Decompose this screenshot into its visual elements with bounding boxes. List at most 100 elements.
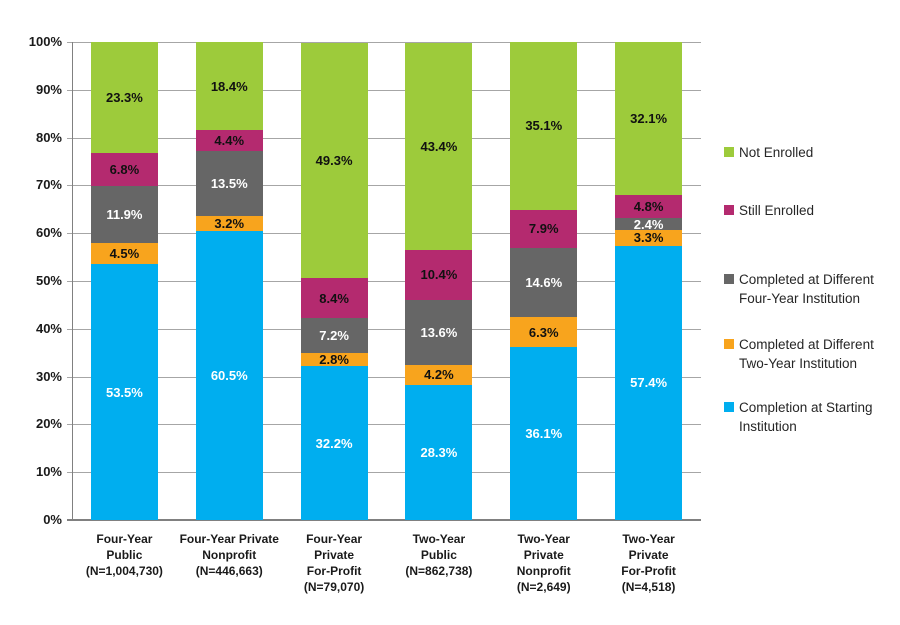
- y-tick-label: 80%: [35, 129, 62, 145]
- gridline-70: [67, 185, 701, 187]
- category-label-line: For-Profit: [306, 564, 362, 578]
- segment-value-label: 57.4%: [630, 375, 668, 391]
- legend-label-line: Not Enrolled: [739, 145, 814, 160]
- category-label: Two-Year Public (N=862,738): [377, 531, 501, 579]
- y-tick-label: 10%: [35, 464, 62, 480]
- category-label-line: Four-Year: [96, 532, 153, 546]
- category-label-line: Private: [523, 548, 564, 562]
- legend-label: Completed at Different Four-Year Institut…: [739, 270, 874, 308]
- segment: 4.4%: [195, 129, 263, 152]
- gridline-80: [67, 137, 701, 139]
- segment: 49.3%: [300, 42, 368, 279]
- y-tick-label: 30%: [35, 368, 62, 384]
- legend-label-line: Four-Year Institution: [739, 291, 861, 306]
- category-label-line: (N=862,738): [405, 564, 473, 578]
- y-tick-label: 90%: [35, 81, 62, 97]
- segment-value-label: 4.2%: [424, 367, 454, 383]
- y-tick-label: 60%: [35, 225, 62, 241]
- legend-label-line: Completion at Starting: [739, 400, 873, 415]
- segment-value-label: 3.3%: [633, 230, 664, 246]
- category-label-line: (N=79,070): [303, 580, 365, 594]
- y-tick-label: 40%: [35, 320, 62, 336]
- segment: 36.1%: [510, 347, 578, 520]
- y-tick-label: 100%: [28, 34, 62, 49]
- legend-label-line: Two-Year Institution: [739, 356, 858, 371]
- category-label-line: (N=446,663): [195, 564, 263, 578]
- legend-label: Not Enrolled: [739, 143, 813, 162]
- x-axis-line: [67, 519, 701, 521]
- segment-value-label: 32.2%: [315, 435, 353, 451]
- category-label-line: Four-Year Private: [179, 532, 279, 546]
- segment: 13.5%: [195, 151, 263, 216]
- segment-value-label: 13.6%: [420, 324, 458, 340]
- segment-value-label: 14.6%: [525, 274, 563, 290]
- segment: 53.5%: [90, 264, 158, 520]
- segment-value-label: 4.8%: [633, 199, 664, 215]
- bar-6: 57.4% 3.3% 2.4% 4.8% 32.1%: [615, 42, 683, 520]
- segment-value-label: 4.5%: [109, 246, 140, 262]
- category-label-line: For-Profit: [621, 564, 676, 578]
- legend-swatch-icon: [724, 147, 734, 157]
- y-axis-line: [72, 42, 73, 520]
- bar-1: 53.5% 4.5% 11.9% 6.8% 23.3%: [90, 42, 158, 520]
- y-tick-label: 70%: [35, 177, 62, 193]
- category-label-line: (N=2,649): [516, 580, 571, 594]
- legend-item: Not Enrolled: [724, 143, 813, 162]
- segment-value-label: 4.4%: [214, 133, 245, 148]
- segment-value-label: 28.3%: [420, 444, 458, 460]
- segment-value-label: 10.4%: [420, 267, 458, 283]
- segment: 11.9%: [90, 185, 158, 243]
- segment: 4.2%: [405, 364, 473, 385]
- segment: 3.2%: [195, 215, 263, 231]
- bar-5: 36.1% 6.3% 14.6% 7.9% 35.1%: [510, 42, 578, 520]
- category-label-line: Private: [314, 548, 355, 562]
- category-label-line: Nonprofit: [516, 564, 571, 578]
- segment: 10.4%: [405, 249, 473, 300]
- category-label-line: Two-Year: [517, 532, 570, 546]
- segment: 32.1%: [615, 42, 683, 196]
- category-label-line: Nonprofit: [202, 548, 257, 562]
- category-label-line: Two-Year: [412, 532, 466, 546]
- gridline-90: [67, 89, 701, 91]
- y-tick-label: 20%: [35, 416, 62, 432]
- segment-value-label: 32.1%: [630, 111, 668, 127]
- segment: 2.4%: [615, 218, 683, 231]
- segment-value-label: 13.5%: [210, 175, 248, 191]
- legend-label: Completed at Different Two-Year Instituti…: [739, 335, 874, 373]
- segment: 4.8%: [615, 195, 683, 219]
- segment: 7.9%: [510, 209, 578, 248]
- bar-4: 28.3% 4.2% 13.6% 10.4% 43.4%: [405, 42, 473, 520]
- segment-value-label: 6.8%: [109, 162, 140, 178]
- segment: 2.8%: [300, 352, 368, 367]
- legend-label-line: Completed at Different: [739, 272, 874, 287]
- segment: 28.3%: [405, 384, 473, 520]
- category-label-line: Public: [420, 548, 457, 562]
- segment: 6.3%: [510, 317, 578, 348]
- legend-label-line: Completed at Different: [739, 337, 874, 352]
- gridline-10: [67, 472, 701, 474]
- legend-swatch-icon: [724, 205, 734, 215]
- legend-swatch-icon: [724, 274, 734, 284]
- category-label-line: Two-Year: [622, 532, 675, 546]
- gridline-40: [67, 328, 701, 330]
- legend-item: Completed at Different Two-Year Instituti…: [724, 335, 874, 373]
- plot-area: 53.5% 4.5% 11.9% 6.8% 23.3% 60.5% 3.2% 13.5% 4.4…: [67, 42, 701, 521]
- category-label: Four-Year Private Nonprofit (N=446,663): [167, 531, 291, 579]
- segment: 57.4%: [615, 245, 683, 520]
- segment-value-label: 49.3%: [315, 152, 353, 168]
- segment-value-label: 43.4%: [420, 138, 458, 154]
- segment-value-label: 8.4%: [319, 290, 349, 306]
- segment: 43.4%: [405, 42, 473, 250]
- legend-item: Completed at Different Four-Year Institut…: [724, 270, 874, 308]
- category-label-line: Four-Year: [306, 532, 363, 546]
- legend-label: Still Enrolled: [739, 201, 814, 220]
- segment-value-label: 6.3%: [528, 324, 559, 340]
- segment: 3.3%: [615, 229, 683, 246]
- segment: 60.5%: [195, 230, 263, 520]
- gridline-50: [67, 281, 701, 282]
- category-label-line: (N=1,004,730): [85, 564, 163, 578]
- segment: 18.4%: [195, 42, 263, 130]
- legend-item: Completion at Starting Institution: [724, 398, 873, 436]
- segment-value-label: 18.4%: [210, 78, 248, 94]
